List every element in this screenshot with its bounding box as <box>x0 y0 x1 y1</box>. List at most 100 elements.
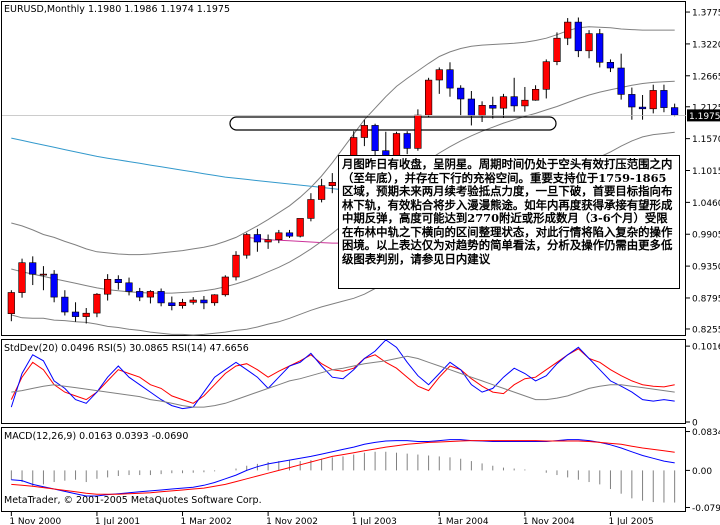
candle-body <box>489 105 497 109</box>
price-tick-label: 1.3220 <box>692 40 720 50</box>
candle-body <box>638 106 647 110</box>
candle-body <box>61 296 69 313</box>
candle-body <box>457 87 465 100</box>
price-tick-label: 0.8795 <box>692 294 720 304</box>
analysis-annotation: 月图昨日有收盘，呈阴星。周期时间仍处于空头有效打压范围之内（至年底），并存在下行… <box>338 155 680 289</box>
axes: 1.3775 1.3220 1.2665 1.2125 1.1570 1.1015 1.04… <box>9 9 720 525</box>
rsi-plot <box>10 339 675 410</box>
macd-pane-label: MACD(12,26,9) 0.0163 0.0393 -0.0690 <box>4 431 188 442</box>
candle-body <box>446 69 454 89</box>
time-tick-label: 1 Jul 2005 <box>608 517 653 525</box>
last-price-label: 1.1975 <box>689 112 720 122</box>
macd-tick-label: 0.0834 <box>692 428 720 438</box>
rsi-pane-frame <box>1 339 686 424</box>
candle-body <box>136 291 144 298</box>
macd-pane-frame <box>1 427 686 512</box>
rsi-pane-label: StdDev(20) 0.0496 RSI(5) 30.0865 RSI(14)… <box>4 343 249 354</box>
candle-body <box>104 278 112 295</box>
candle-body <box>328 182 336 187</box>
candle-body <box>596 33 604 63</box>
macd-tick-label: 0.00 <box>692 467 712 477</box>
candle-body <box>18 262 26 293</box>
candle-body <box>649 90 657 110</box>
price-tick-label: 1.3775 <box>692 9 720 19</box>
candle-body <box>7 292 15 315</box>
rsi14-line <box>10 339 675 410</box>
candle-body <box>414 114 422 149</box>
candle-body <box>510 96 518 107</box>
ohlc-label: 1.1980 1.1986 1.1974 1.1975 <box>88 4 230 15</box>
last-price-box <box>687 109 720 122</box>
candle-body <box>478 105 486 116</box>
price-tick-label: 1.1015 <box>692 167 720 177</box>
candle-body <box>296 218 304 237</box>
candle-body <box>467 98 476 116</box>
candle-body <box>221 276 229 296</box>
price-tick-label: 0.8255 <box>692 325 720 335</box>
candle-body <box>253 234 262 243</box>
candle-body <box>146 291 155 298</box>
candle-body <box>371 125 379 152</box>
price-tick-label: 0.9905 <box>692 231 720 241</box>
candle-body <box>200 299 208 304</box>
candle-body <box>660 90 668 108</box>
time-tick-label: 1 Mar 2004 <box>437 517 489 525</box>
price-tick-label: 1.2125 <box>692 103 720 113</box>
candle-body <box>50 273 58 298</box>
candle-body <box>317 185 326 200</box>
candle-body <box>264 239 272 243</box>
symbol-label: EURUSD,Monthly <box>4 4 85 15</box>
candle-body <box>285 232 294 237</box>
price-tick-label: 1.2665 <box>692 72 720 82</box>
candle-body <box>211 294 219 304</box>
stddev-line <box>11 355 675 408</box>
candle-body <box>82 312 90 317</box>
time-tick-label: 1 Jul 2003 <box>352 517 397 525</box>
main-plot <box>2 17 686 336</box>
rsi-tick-label: 0 <box>692 419 698 429</box>
candle-body <box>360 125 369 138</box>
candle-body <box>424 79 433 116</box>
time-tick-label: 1 Nov 2004 <box>523 517 575 525</box>
time-tick-label: 1 Jul 2001 <box>95 517 140 525</box>
candle-body <box>243 234 251 256</box>
macd-plot <box>10 439 676 503</box>
candle-body <box>178 301 187 306</box>
candle-body <box>521 99 529 107</box>
candle-body <box>574 21 582 52</box>
candle-body <box>606 61 614 69</box>
time-tick-label: 1 Nov 2002 <box>266 517 318 525</box>
candle-body <box>71 311 80 317</box>
candle-body <box>542 61 550 90</box>
candle-body <box>275 232 283 241</box>
candle-body <box>114 278 122 283</box>
candle-body <box>125 282 133 292</box>
support-zone-outline <box>229 116 557 131</box>
macd-tick-label: -0.0796 <box>692 504 720 514</box>
candle-body <box>499 96 508 109</box>
candle-body <box>307 199 315 219</box>
time-tick-label: 1 Mar 2002 <box>181 517 232 525</box>
candle-body <box>232 254 240 278</box>
candle-body <box>403 133 411 149</box>
candle-body <box>670 107 679 116</box>
rsi-tick-label: 0.1016 <box>692 343 720 353</box>
candle-body <box>168 302 176 306</box>
candle-body <box>189 299 197 303</box>
candle-body <box>628 94 636 108</box>
candle-body <box>585 33 593 52</box>
price-tick-label: 1.1570 <box>692 135 720 145</box>
copyright-label: MetaTrader, © 2001-2005 MetaQuotes Softw… <box>4 495 262 506</box>
signal-line <box>11 440 675 495</box>
candle-body <box>553 37 561 63</box>
candle-body <box>435 69 443 81</box>
candle-body <box>617 67 625 95</box>
main-pane-frame <box>1 1 686 336</box>
candle-body <box>157 291 165 304</box>
candle-body <box>531 89 540 101</box>
time-tick-label: 1 Nov 2000 <box>9 517 61 525</box>
candle-body <box>564 21 572 39</box>
candle-body <box>93 293 101 314</box>
